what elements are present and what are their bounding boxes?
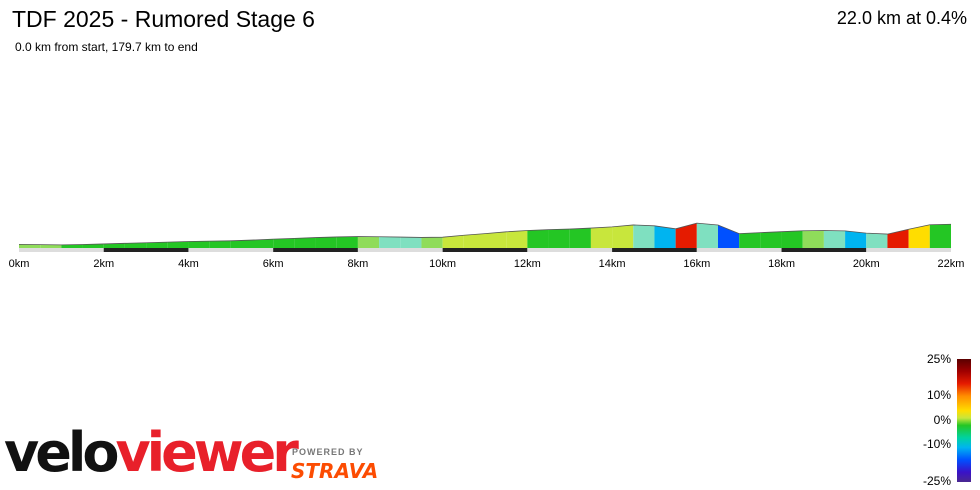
profile-segment: [739, 232, 761, 248]
profile-segment: [357, 236, 380, 248]
profile-segment: [19, 244, 41, 248]
profile-segment: [823, 230, 846, 248]
profile-segment: [675, 223, 697, 248]
profile-segment: [252, 239, 274, 248]
profile-outline: [18, 222, 952, 246]
profile-segment: [82, 243, 104, 248]
distance-grade-summary: 22.0 km at 0.4%: [836, 8, 967, 28]
profile-segment: [612, 224, 634, 248]
profile-segment: [929, 224, 951, 248]
profile-segment: [40, 244, 62, 248]
profile-segment: [273, 238, 295, 248]
profile-segment: [485, 231, 507, 248]
logo-viewer-text: viewer: [115, 421, 298, 484]
profile-segment: [654, 225, 676, 248]
profile-segment: [633, 224, 655, 248]
profile-segment: [463, 233, 485, 248]
legend-label-0: 0%: [933, 413, 951, 427]
profile-segment: [230, 240, 252, 248]
profile-segment: [124, 242, 147, 248]
x-tick-label: 0km: [9, 258, 30, 270]
position-readout: 0.0 km from start, 179.7 km to end: [15, 40, 198, 54]
legend-label-minus-25: -25%: [922, 474, 951, 488]
distance-axis-segment: [19, 248, 104, 252]
profile-segment: [379, 236, 401, 248]
x-tick-label: 6km: [263, 258, 284, 270]
logo-velo-text: velo: [4, 421, 119, 484]
distance-axis-segment: [357, 248, 443, 252]
profile-segment: [61, 244, 83, 248]
x-tick-label: 12km: [514, 258, 541, 270]
legend-label-10: 10%: [926, 388, 951, 402]
page-title: TDF 2025 - Rumored Stage 6: [12, 6, 315, 32]
distance-axis-segment: [781, 248, 867, 252]
profile-segment: [336, 236, 358, 248]
x-tick-label: 18km: [768, 258, 795, 270]
distance-axis-segment: [866, 248, 951, 252]
distance-axis-segment: [527, 248, 613, 252]
profile-segment: [590, 226, 613, 248]
profile-segment: [845, 230, 867, 248]
distance-axis-segment: [696, 248, 782, 252]
elevation-profile-chart[interactable]: 0km 2km 4km 6km 8km 10km 12km 14km 16km 18km 20km 2…: [0, 0, 980, 300]
profile-segment: [781, 230, 803, 248]
x-tick-label: 8km: [348, 258, 369, 270]
profile-segment: [294, 237, 316, 248]
profile-segment: [802, 230, 824, 248]
x-tick-label: 16km: [683, 258, 710, 270]
distance-axis-segment: [442, 248, 528, 252]
profile-segment: [421, 237, 443, 248]
distance-axis-segment: [273, 248, 358, 252]
profile-segment: [146, 242, 168, 248]
profile-segment: [400, 237, 422, 248]
profile-segment: [527, 229, 549, 248]
powered-by-label: POWERED BY: [292, 447, 364, 457]
grade-color-scale: [957, 359, 971, 482]
distance-axis-segment: [188, 248, 274, 252]
profile-segment: [908, 224, 930, 248]
profile-segment: [103, 243, 125, 248]
x-tick-label: 20km: [853, 258, 880, 270]
x-tick-label: 22km: [938, 258, 965, 270]
profile-segment: [506, 230, 528, 248]
profile-segment: [569, 228, 591, 248]
distance-axis-segment: [103, 248, 189, 252]
legend-label-25: 25%: [926, 352, 951, 366]
x-tick-label: 10km: [429, 258, 456, 270]
veloviewer-logo[interactable]: veloviewer: [4, 421, 299, 485]
profile-segment: [548, 229, 570, 248]
profile-segment: [718, 224, 740, 248]
x-tick-label: 14km: [599, 258, 626, 270]
strava-logo[interactable]: STRAVA: [291, 459, 379, 483]
profile-segment: [442, 235, 464, 248]
legend-label-minus-10: -10%: [922, 437, 951, 451]
x-tick-label: 4km: [178, 258, 199, 270]
profile-segment: [188, 241, 210, 248]
x-tick-label: 2km: [93, 258, 114, 270]
distance-axis-segment: [612, 248, 697, 252]
profile-segment: [760, 231, 782, 248]
profile-segment: [866, 233, 888, 248]
profile-segment: [315, 236, 337, 248]
profile-segment: [209, 240, 231, 248]
profile-segment: [167, 241, 189, 248]
profile-segment: [887, 229, 909, 248]
profile-segment: [696, 223, 718, 248]
